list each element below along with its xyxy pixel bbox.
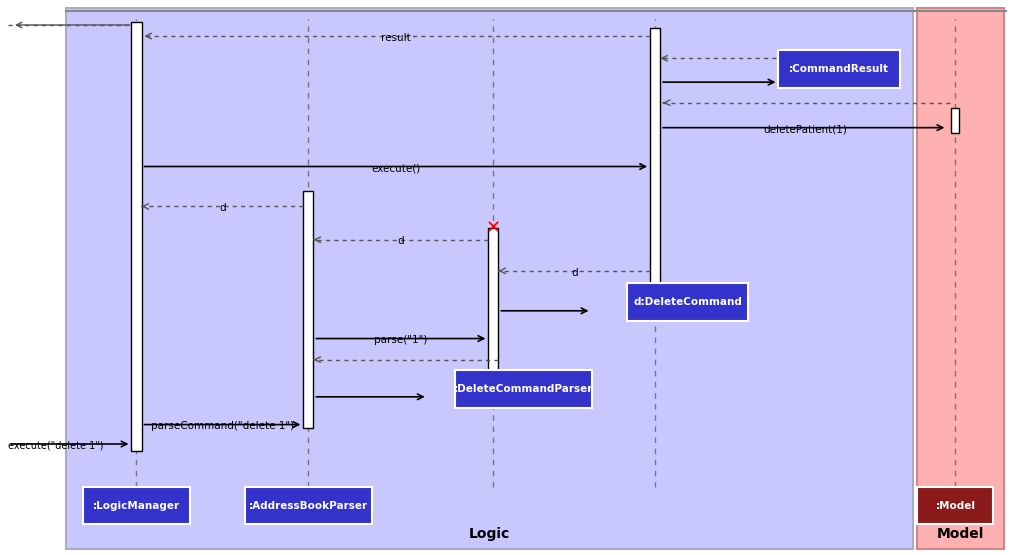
Bar [917, 8, 1004, 549]
Text: :Model: :Model [935, 501, 976, 511]
Bar [778, 50, 900, 88]
Text: d: d [397, 236, 404, 246]
Text: Logic: Logic [469, 527, 510, 541]
Bar [951, 108, 959, 133]
Text: parseCommand("delete 1"): parseCommand("delete 1") [151, 421, 294, 431]
Bar [488, 228, 498, 383]
Text: result: result [381, 33, 410, 43]
Text: d: d [219, 203, 225, 213]
Text: d: d [571, 268, 577, 278]
Text: :AddressBookParser: :AddressBookParser [249, 501, 368, 511]
Bar [66, 8, 913, 549]
Bar [455, 370, 592, 408]
Text: execute(): execute() [371, 163, 421, 173]
Bar [805, 56, 813, 80]
Text: deletePatient(1): deletePatient(1) [763, 124, 847, 134]
Text: Model: Model [937, 527, 984, 541]
Bar [131, 22, 142, 451]
Bar [627, 283, 748, 321]
Text: :CommandResult: :CommandResult [790, 64, 889, 74]
Text: :LogicManager: :LogicManager [93, 501, 180, 511]
Text: :DeleteCommandParser: :DeleteCommandParser [454, 384, 593, 394]
Bar [650, 28, 660, 311]
Bar [245, 487, 372, 524]
Bar [303, 191, 313, 428]
Text: parse("1"): parse("1") [374, 335, 428, 345]
Bar [83, 487, 190, 524]
Text: ✕: ✕ [486, 220, 500, 238]
Bar [918, 487, 993, 524]
Text: d:DeleteCommand: d:DeleteCommand [633, 297, 742, 307]
Text: execute("delete 1"): execute("delete 1") [8, 441, 103, 451]
